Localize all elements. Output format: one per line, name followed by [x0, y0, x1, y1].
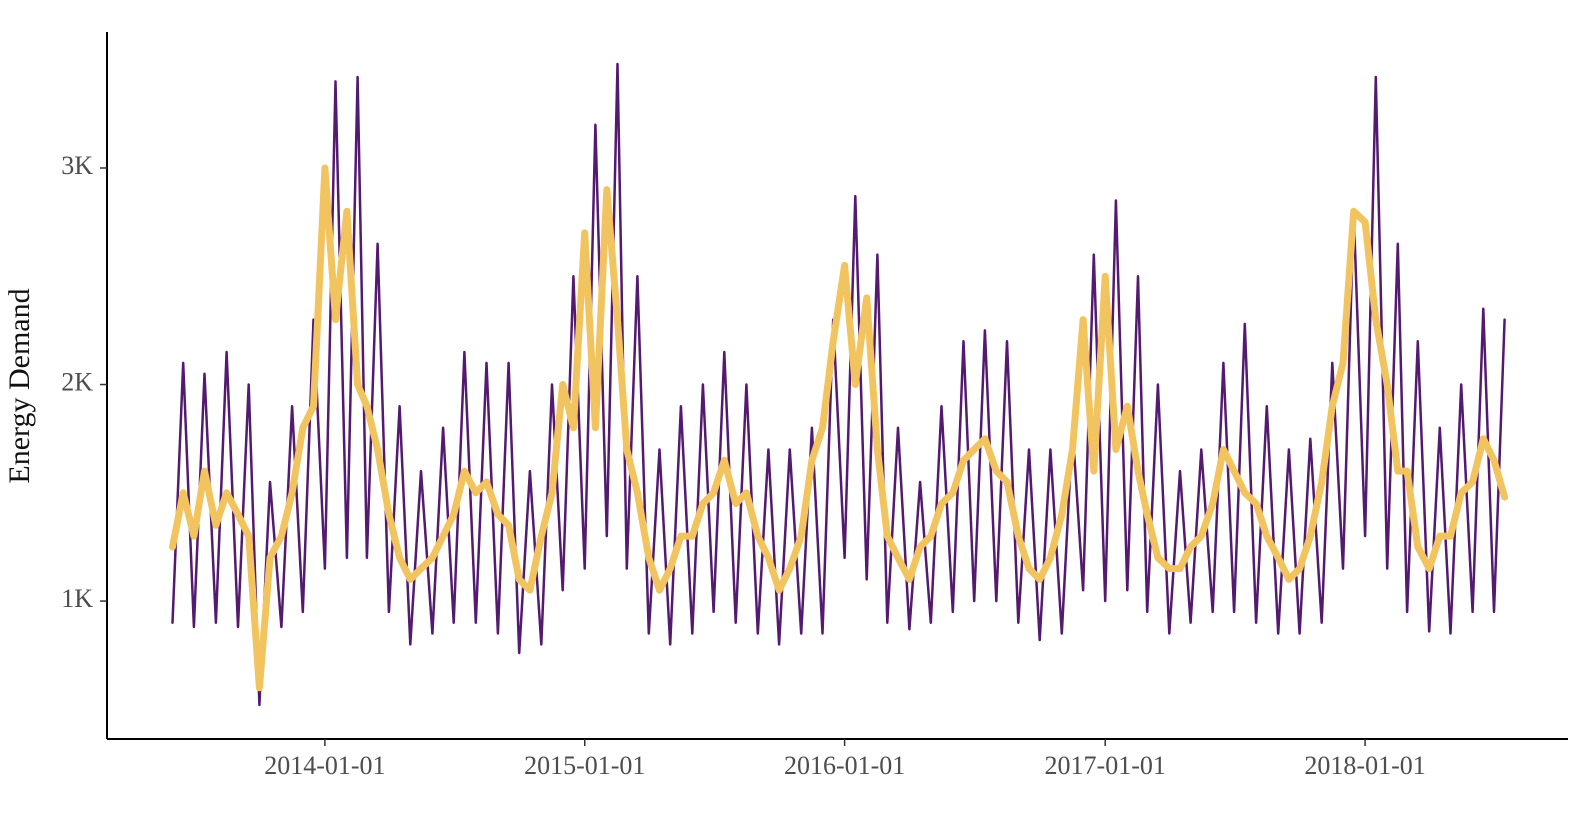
x-tick-label: 2015-01-01 [524, 751, 645, 780]
y-axis-title: Energy Demand [3, 288, 36, 483]
x-tick-label: 2017-01-01 [1045, 751, 1166, 780]
y-tick-label: 2K [61, 367, 93, 396]
x-tick-label: 2018-01-01 [1304, 751, 1425, 780]
x-tick-label: 2016-01-01 [784, 751, 905, 780]
data-line [169, 164, 1509, 692]
data-line [171, 62, 1506, 707]
y-tick-label: 3K [61, 151, 93, 180]
x-tick-label: 2014-01-01 [264, 751, 385, 780]
y-tick-label: 1K [61, 584, 93, 613]
